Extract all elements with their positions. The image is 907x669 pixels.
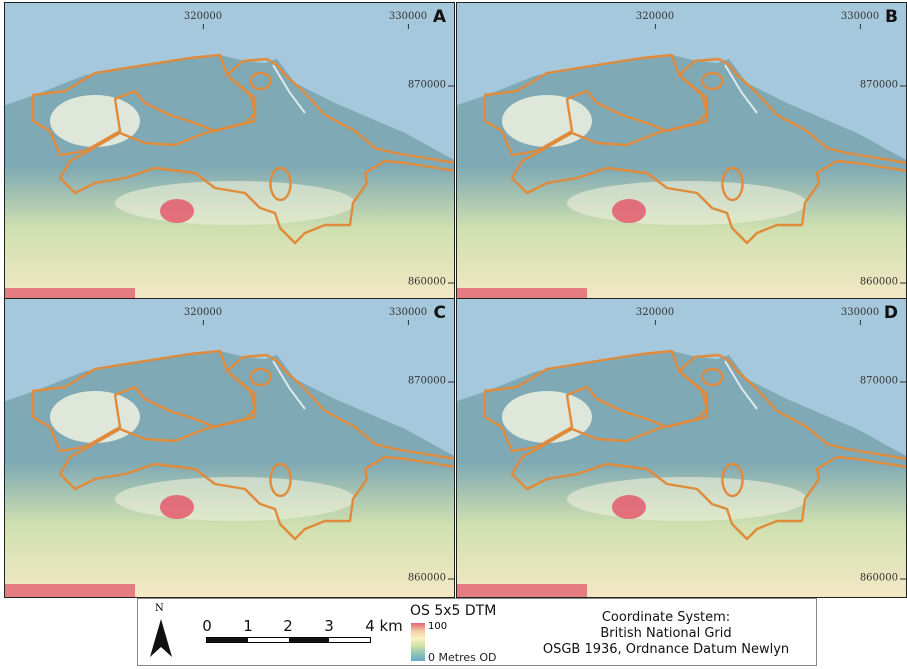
ridge-area <box>115 181 355 225</box>
map-legend: N 0 1 2 3 4 km OS 5x5 DTM 100 0 Metres O… <box>137 598 817 666</box>
panel-label: D <box>883 303 898 323</box>
dtm-high-label: 100 <box>428 621 448 632</box>
scale-bar <box>206 637 371 643</box>
coordinate-system-datum: OSGB 1936, Ordnance Datum Newlyn <box>542 642 790 657</box>
x-tick: 330000 <box>840 307 880 325</box>
scale-label: 2 <box>283 617 293 635</box>
high-ground-area <box>160 495 194 519</box>
ridge-area <box>567 181 807 225</box>
inundation-outline <box>58 57 454 245</box>
x-tick: 320000 <box>183 11 223 29</box>
x-tick: 320000 <box>635 11 675 29</box>
inundation-outline <box>31 349 257 453</box>
north-arrow-icon <box>150 619 172 657</box>
map-panel-c: 320000 330000 870000 860000 C <box>4 298 455 598</box>
map-d-terrain <box>457 299 906 597</box>
inundation-outline <box>483 349 709 453</box>
y-tick: 870000 <box>407 375 454 387</box>
scale-label: 3 <box>324 617 334 635</box>
river-line <box>724 360 758 410</box>
high-ground-area <box>612 495 646 519</box>
inundation-outline <box>483 53 709 157</box>
river-line <box>724 64 758 114</box>
high-ground-area <box>457 584 587 597</box>
scale-label: 1 <box>243 617 253 635</box>
dtm-low-label: 0 Metres OD <box>428 651 497 664</box>
y-tick: 870000 <box>407 79 454 91</box>
upland-area <box>50 391 140 443</box>
y-tick: 860000 <box>407 276 454 288</box>
inundation-outline <box>721 462 744 498</box>
y-tick: 870000 <box>859 375 906 387</box>
coordinate-system-grid: British National Grid <box>600 626 732 641</box>
river-line <box>272 360 306 410</box>
inundation-outline <box>249 367 272 387</box>
y-tick: 860000 <box>859 572 906 584</box>
inundation-outline <box>249 71 272 91</box>
inundation-outline <box>701 71 724 91</box>
upland-area <box>502 95 592 147</box>
north-label: N <box>155 603 164 614</box>
high-ground-area <box>612 199 646 223</box>
map-panel-d: 320000 330000 870000 860000 D <box>456 298 907 598</box>
map-c-terrain <box>5 299 454 597</box>
upland-area <box>502 391 592 443</box>
inundation-outline <box>31 53 257 157</box>
ridge-area <box>567 477 807 521</box>
scale-label: 4 km <box>365 617 403 635</box>
high-ground-area <box>5 584 135 597</box>
scale-label: 0 <box>202 617 212 635</box>
x-tick: 330000 <box>840 11 880 29</box>
map-panel-b: 320000 330000 870000 860000 B <box>456 2 907 302</box>
ridge-area <box>115 477 355 521</box>
y-tick: 860000 <box>407 572 454 584</box>
high-ground-area <box>160 199 194 223</box>
river-line <box>272 64 306 114</box>
inundation-outline <box>701 367 724 387</box>
inundation-outline <box>510 353 906 541</box>
x-tick: 320000 <box>183 307 223 325</box>
inundation-outline <box>269 166 292 202</box>
high-ground-area <box>457 288 587 301</box>
elevation-color-ramp <box>411 623 425 661</box>
map-panel-a: 320000 330000 870000 860000 A <box>4 2 455 302</box>
map-b-terrain <box>457 3 906 301</box>
panel-label: B <box>885 7 898 27</box>
dtm-legend-title: OS 5x5 DTM <box>410 603 497 619</box>
x-tick: 330000 <box>388 307 428 325</box>
high-ground-area <box>5 288 135 301</box>
panel-label: A <box>432 7 446 27</box>
inundation-outline <box>510 57 906 245</box>
y-tick: 860000 <box>859 276 906 288</box>
inundation-outline <box>58 353 454 541</box>
x-tick: 330000 <box>388 11 428 29</box>
inundation-outline <box>269 462 292 498</box>
y-tick: 870000 <box>859 79 906 91</box>
panel-label: C <box>433 303 446 323</box>
coordinate-system-heading: Coordinate System: <box>601 610 731 625</box>
map-a-terrain <box>5 3 454 301</box>
inundation-outline <box>721 166 744 202</box>
x-tick: 320000 <box>635 307 675 325</box>
upland-area <box>50 95 140 147</box>
